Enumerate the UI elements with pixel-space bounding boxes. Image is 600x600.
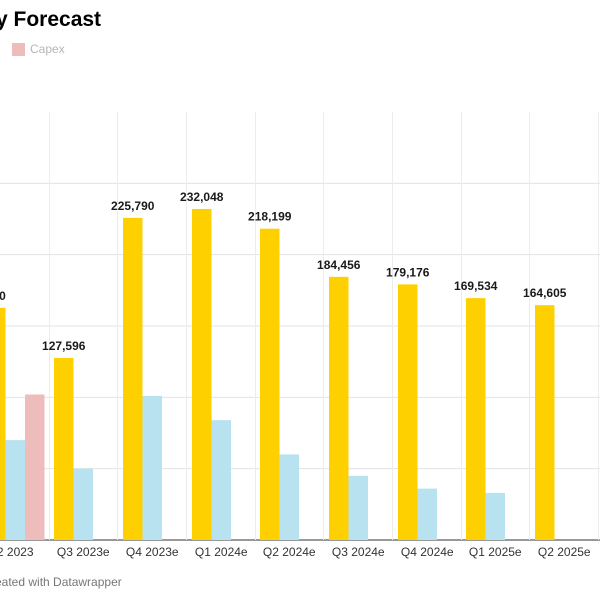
legend-label-capex: Capex — [30, 42, 65, 56]
bar-e-q2-2024e — [279, 454, 299, 540]
data-label: 232,048 — [180, 190, 224, 204]
data-label: 127,596 — [42, 339, 86, 353]
bar-e-q1-2024e — [211, 420, 231, 540]
bar-e-q3-2023e — [73, 468, 93, 540]
x-tick-label: Q4 2023e — [126, 545, 179, 559]
x-tick-label: 2 2023 — [0, 545, 34, 559]
bar-e-q1-2025e — [485, 492, 505, 540]
bar-series-1-q2-2024e — [260, 228, 280, 540]
legend-swatch-capex — [12, 42, 25, 56]
data-label: 169,534 — [454, 279, 498, 293]
bar-series-1-2-2023 — [0, 307, 6, 540]
bar-capex-2-2023 — [25, 394, 45, 540]
x-tick-label: Q3 2023e — [57, 545, 110, 559]
bar-series-1-q3-2024e — [329, 276, 349, 540]
footer-credit: eated with Datawrapper — [0, 575, 122, 589]
x-tick-label: Q1 2024e — [195, 545, 248, 559]
data-label: 179,176 — [386, 265, 430, 279]
data-label: 164,605 — [523, 286, 567, 300]
bar-series-1-q2-2025e — [535, 305, 555, 540]
data-label: 225,790 — [111, 199, 155, 213]
bar-series-1-q1-2024e — [192, 208, 212, 540]
chart-title: y Forecast — [0, 8, 102, 31]
data-label: 184,456 — [317, 258, 361, 272]
bar-series-1-q1-2025e — [466, 298, 486, 540]
x-tick-label: Q2 2024e — [263, 545, 316, 559]
bar-e-q4-2024e — [417, 488, 437, 540]
bar-series-1-q4-2024e — [398, 284, 418, 540]
x-tick-label: Q4 2024e — [401, 545, 454, 559]
bar-series-1-q4-2023e — [123, 217, 143, 541]
x-tick-label: Q3 2024e — [332, 545, 385, 559]
legend-item-capex: Capex — [12, 42, 65, 56]
bar-e-q4-2023e — [142, 395, 162, 540]
bar-e-2-2023 — [5, 440, 25, 540]
bar-series-1-q3-2023e — [54, 357, 74, 540]
bar-e-q3-2024e — [348, 475, 368, 540]
x-tick-label: Q1 2025e — [469, 545, 522, 559]
data-label: 218,199 — [248, 210, 292, 224]
data-label: 720 — [0, 289, 6, 303]
x-tick-label: Q2 2025e — [538, 545, 591, 559]
